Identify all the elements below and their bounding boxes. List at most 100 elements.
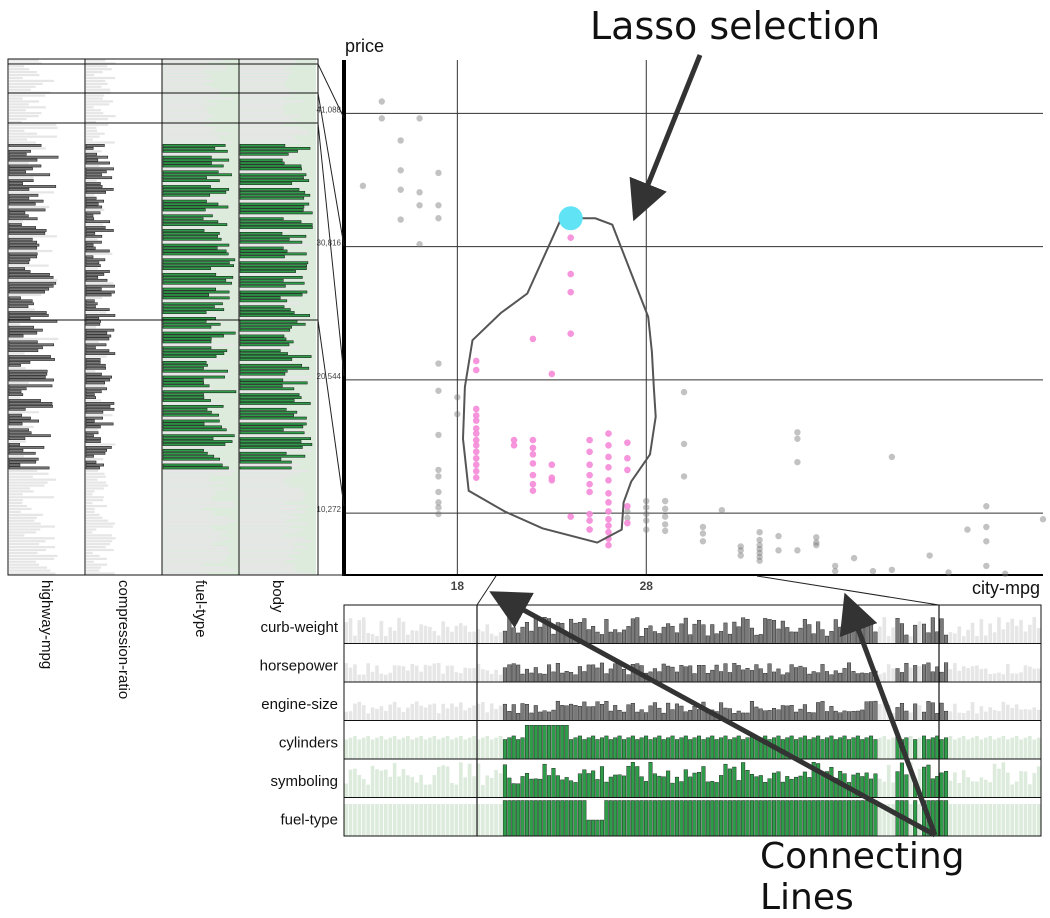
- lens-bar: [930, 671, 935, 683]
- lens-bar: [86, 519, 109, 522]
- x-tick-label: 18: [451, 579, 465, 593]
- lasso-anchor-handle[interactable]: [558, 206, 583, 231]
- lens-bar: [454, 625, 459, 644]
- lens-bar: [661, 663, 666, 683]
- lens-bar: [86, 115, 116, 118]
- lens-bar: [599, 766, 604, 798]
- lens-bar: [9, 411, 39, 414]
- lens-bar: [489, 703, 494, 721]
- lens-bar: [240, 126, 300, 129]
- lens-bar: [542, 763, 547, 798]
- lens-bar: [957, 804, 962, 836]
- lens-bar: [1001, 804, 1006, 836]
- lens-bar: [406, 707, 410, 721]
- lens-bar: [366, 784, 370, 798]
- lens-bar: [9, 132, 37, 135]
- lens-bar: [240, 97, 284, 100]
- lens-bar: [635, 766, 640, 798]
- lens-bar: [551, 671, 556, 683]
- lens-bar: [162, 337, 212, 341]
- lens-bar: [547, 725, 552, 760]
- lens-bar: [162, 223, 228, 226]
- lens-bar: [961, 636, 966, 644]
- lasso-path[interactable]: [461, 217, 657, 544]
- lens-bar: [966, 777, 970, 798]
- scatter-point: [643, 504, 650, 511]
- lens-bar: [617, 735, 622, 760]
- lens-bar: [423, 804, 428, 836]
- lens-bar: [8, 451, 36, 455]
- lens-bar: [948, 735, 953, 759]
- lens-bar: [573, 705, 578, 721]
- bottom-table-lens[interactable]: curb-weighthorsepowerengine-sizecylinder…: [260, 604, 1042, 837]
- lens-bar: [406, 735, 410, 759]
- lens-bar: [85, 372, 102, 376]
- lens-bar: [8, 434, 51, 438]
- lens-bar: [921, 766, 927, 798]
- lens-bar: [239, 457, 282, 461]
- lens-bar: [85, 393, 95, 397]
- lens-bar: [727, 768, 732, 798]
- lens-bar: [983, 804, 988, 836]
- connecting-lines-annotation: Connecting Lines: [760, 836, 965, 918]
- lens-bar: [8, 393, 24, 397]
- lens-bar: [904, 774, 909, 798]
- lens-bar: [644, 800, 649, 837]
- lens-bar: [419, 671, 423, 682]
- lens-bar: [577, 800, 582, 837]
- lens-bar: [939, 671, 944, 683]
- lens-bar: [864, 701, 869, 721]
- lens-bar: [163, 255, 206, 258]
- lens-bar: [163, 109, 208, 112]
- lens-bar: [86, 59, 106, 62]
- lens-bar: [736, 665, 741, 683]
- lens-bar: [749, 701, 754, 721]
- lens-bar: [163, 141, 233, 144]
- lens-bar: [85, 314, 116, 317]
- lens-bar: [481, 737, 485, 759]
- lens-bar: [162, 188, 230, 191]
- lens-bar: [8, 281, 57, 285]
- lens-bar: [736, 735, 741, 760]
- left-table-lens[interactable]: highway-mpg compression-ratio fuel-type bod…: [7, 58, 319, 699]
- lens-bar: [997, 617, 1001, 644]
- lens-bar: [85, 434, 94, 438]
- lens-bar: [162, 293, 209, 297]
- lens-bar: [163, 358, 231, 361]
- lens-bar: [240, 100, 303, 103]
- lens-bar: [163, 373, 232, 376]
- lens-bar: [608, 800, 613, 837]
- lens-bar: [855, 673, 860, 683]
- lens-bar: [86, 62, 116, 65]
- lens-bar: [878, 737, 882, 759]
- lens-bar: [163, 97, 235, 100]
- lens-bar: [520, 626, 525, 644]
- lens-bar: [163, 126, 217, 129]
- lens-bar: [353, 635, 357, 644]
- lens-bar: [802, 619, 807, 644]
- lens-bar: [8, 290, 45, 294]
- lens-bar: [864, 673, 869, 683]
- lens-bar: [397, 617, 401, 644]
- lens-bar: [239, 270, 296, 273]
- lens-bar: [162, 264, 234, 268]
- lens-bar: [8, 375, 46, 379]
- lens-bar: [384, 804, 388, 836]
- lens-bar: [239, 281, 305, 285]
- lens-bar: [86, 551, 93, 555]
- lens-bar: [406, 804, 410, 836]
- lens-bar: [86, 487, 104, 490]
- lens-bar: [820, 701, 825, 721]
- lens-bar: [239, 278, 284, 282]
- lens-bar: [705, 781, 710, 798]
- lens-bar: [992, 739, 997, 759]
- lens-bar: [240, 507, 297, 511]
- lens-bar: [913, 703, 918, 721]
- lens-bar: [489, 804, 494, 836]
- lens-bar: [86, 516, 103, 519]
- scatter-point: [737, 552, 744, 559]
- lens-bar: [891, 782, 895, 798]
- y-axis-label: price: [345, 36, 384, 56]
- lens-bar: [163, 76, 208, 80]
